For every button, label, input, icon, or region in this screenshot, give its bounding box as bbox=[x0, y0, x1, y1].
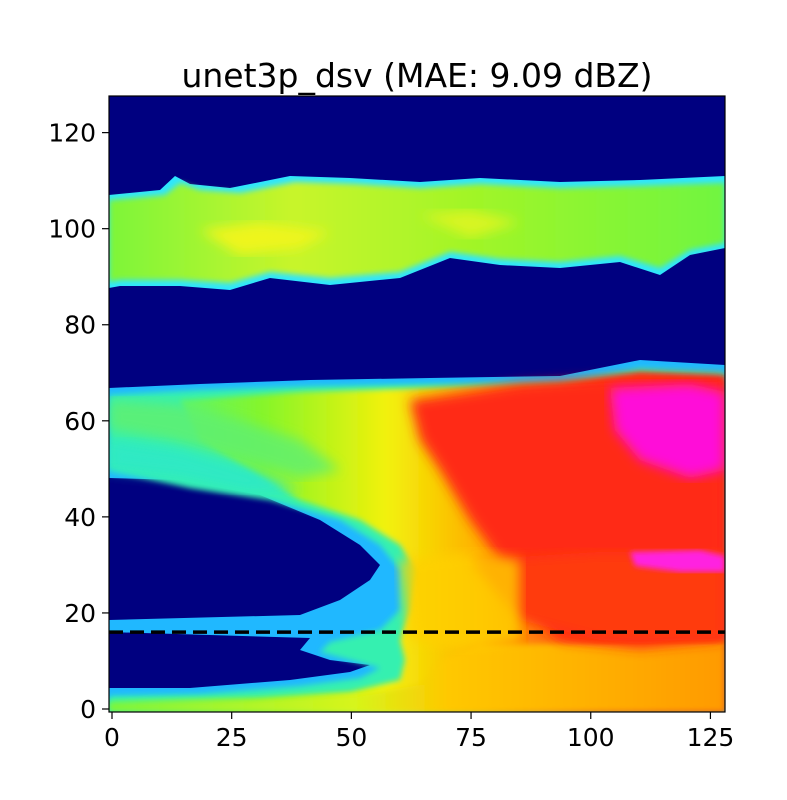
x-tick-label: 50 bbox=[335, 723, 367, 752]
x-tick-label: 0 bbox=[104, 723, 120, 752]
upper-echo-band bbox=[109, 176, 725, 290]
y-tick-label: 20 bbox=[64, 599, 96, 628]
x-tick-label: 100 bbox=[567, 723, 615, 752]
x-tick-label: 25 bbox=[216, 723, 248, 752]
x-tick-label: 75 bbox=[455, 723, 487, 752]
main-echo-mass bbox=[109, 360, 725, 712]
y-tick-label: 120 bbox=[48, 119, 96, 148]
echo-wedge-yellow bbox=[400, 552, 520, 650]
upper-band-peak bbox=[420, 210, 520, 238]
y-tick-label: 40 bbox=[64, 503, 96, 532]
echo-peak-magenta bbox=[630, 550, 725, 572]
y-tick-label: 0 bbox=[80, 695, 96, 724]
upper-band-core bbox=[109, 182, 725, 283]
x-tick-label: 125 bbox=[687, 723, 735, 752]
echo-layer-lower bbox=[109, 640, 725, 712]
echo-core-red bbox=[470, 552, 725, 640]
y-tick-label: 100 bbox=[48, 215, 96, 244]
echo-streak-green bbox=[109, 400, 340, 478]
echo-peak-magenta bbox=[610, 384, 725, 478]
plot-frame bbox=[108, 95, 726, 713]
x-axis: 0 25 50 75 100 125 bbox=[104, 712, 734, 752]
upper-band-peak bbox=[200, 222, 330, 255]
echo-streak-cyan bbox=[109, 440, 300, 492]
chart-title: unet3p_dsv (MAE: 9.09 dBZ) bbox=[181, 56, 652, 95]
heatmap-area bbox=[109, 96, 725, 712]
y-axis: 0 20 40 60 80 100 120 bbox=[48, 119, 109, 724]
y-tick-label: 60 bbox=[64, 407, 96, 436]
y-tick-label: 80 bbox=[64, 311, 96, 340]
